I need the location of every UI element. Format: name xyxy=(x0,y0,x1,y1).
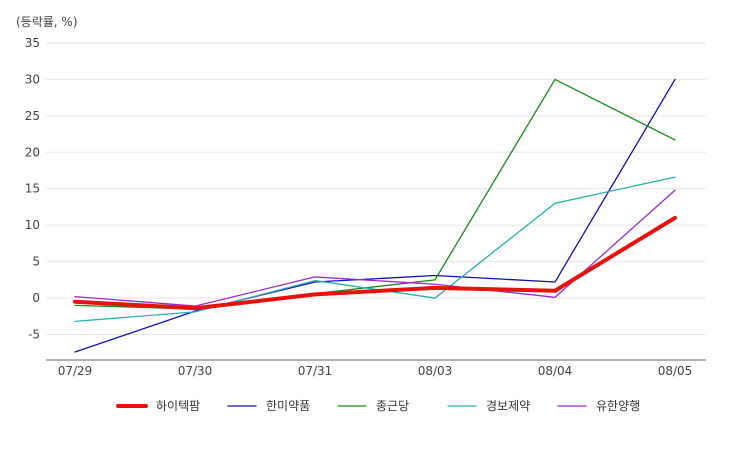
series-lines xyxy=(73,78,677,353)
legend-item[interactable]: 유한양행 xyxy=(557,398,640,413)
y-tick-label: 5 xyxy=(32,255,40,269)
y-tick-label: 0 xyxy=(32,291,40,305)
x-tick-label: 07/30 xyxy=(178,364,213,378)
y-axis-unit-label: (등락률, %) xyxy=(16,15,78,29)
legend-item[interactable]: 하이텍팜 xyxy=(116,399,200,413)
legend-item[interactable]: 경보제약 xyxy=(447,398,530,413)
x-tick-label: 08/04 xyxy=(538,364,573,378)
legend-item[interactable]: 종근당 xyxy=(337,399,409,413)
x-tick-label: 08/05 xyxy=(658,364,693,378)
y-tick-label: 30 xyxy=(25,72,40,86)
series-line xyxy=(74,78,676,353)
y-tick-label: 20 xyxy=(25,145,40,159)
legend-label: 경보제약 xyxy=(486,398,530,413)
x-tick-label: 07/31 xyxy=(298,364,333,378)
x-tick-label: 07/29 xyxy=(58,364,93,378)
y-tick-label: 10 xyxy=(25,218,40,232)
y-tick-label: -5 xyxy=(28,327,40,341)
y-tick-label: 15 xyxy=(25,182,40,196)
legend-label: 한미약품 xyxy=(266,398,310,413)
y-tick-label: 35 xyxy=(25,36,40,50)
legend-label: 유한양행 xyxy=(596,398,640,413)
y-tick-label: 25 xyxy=(25,109,40,123)
series-line xyxy=(73,215,677,311)
series-line xyxy=(74,176,676,323)
legend: 하이텍팜 한미약품 종근당 경보제약 유한양행 xyxy=(116,398,640,413)
legend-item[interactable]: 한미약품 xyxy=(227,398,310,413)
legend-label: 종근당 xyxy=(376,399,409,413)
gridlines xyxy=(46,42,706,335)
legend-label: 하이텍팜 xyxy=(156,399,200,413)
x-tick-label: 08/03 xyxy=(418,364,453,378)
axes: 35 30 25 20 15 10 5 0 -5 07/29 07/30 07/31 08/03 08/0… xyxy=(25,36,706,378)
